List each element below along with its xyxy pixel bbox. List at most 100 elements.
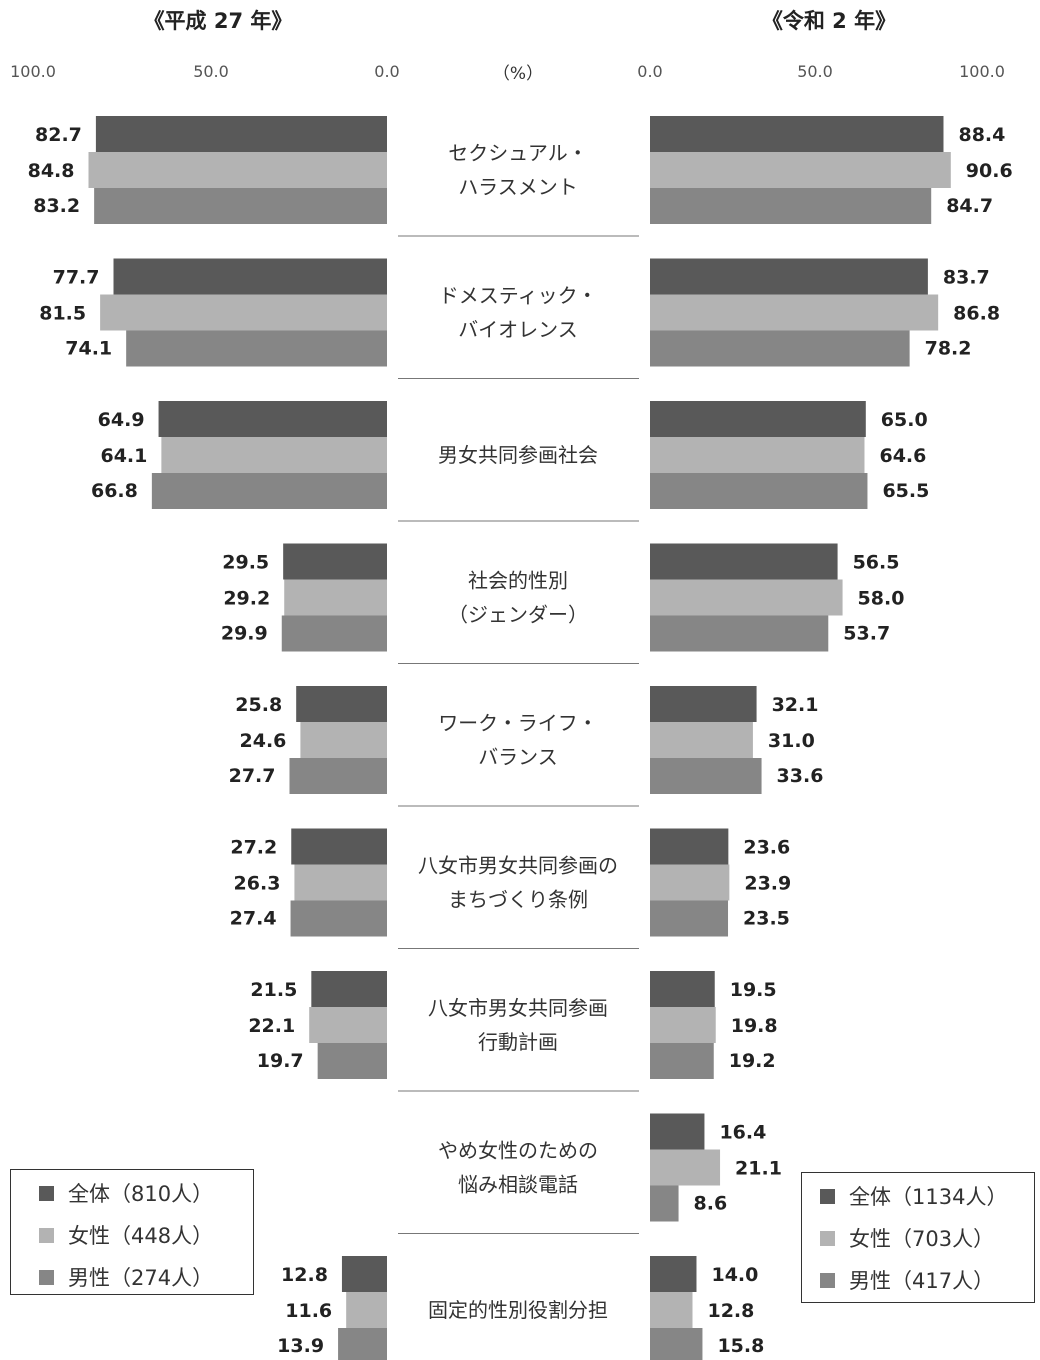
bar-h27-all <box>291 828 387 865</box>
bar-r2-male <box>650 473 868 509</box>
legend-item: 全体（810人） <box>39 1172 253 1214</box>
bar-h27-all <box>283 543 387 580</box>
bar-r2-all <box>650 116 944 152</box>
data-label: 29.5 <box>222 552 269 574</box>
legend-item: 全体（1134人） <box>820 1175 1034 1217</box>
data-label: 88.4 <box>958 124 1005 146</box>
bar-r2-female <box>650 437 865 473</box>
bar-h27-male <box>338 1328 387 1360</box>
data-label: 32.1 <box>772 694 819 716</box>
category-label: 行動計画 <box>478 1030 558 1054</box>
data-label: 29.2 <box>223 588 270 610</box>
data-label: 81.5 <box>39 303 86 325</box>
bar-h27-male <box>126 330 387 367</box>
category-label: 男女共同参画社会 <box>438 443 598 467</box>
legend-label: 女性（448人） <box>68 1224 214 1248</box>
bar-r2-male <box>650 615 829 652</box>
axis-tick-label: 0.0 <box>637 62 662 81</box>
bar-h27-female <box>309 1007 387 1043</box>
axis-tick-label: 0.0 <box>374 62 399 81</box>
bar-h27-female <box>161 437 387 473</box>
bar-r2-female <box>650 579 843 616</box>
data-label: 26.3 <box>234 873 281 895</box>
legend-item: 女性（703人） <box>820 1217 1034 1259</box>
data-label: 82.7 <box>35 124 82 146</box>
data-label: 14.0 <box>711 1264 758 1286</box>
axis-tick-label: 100.0 <box>10 62 56 81</box>
bar-r2-female <box>650 1007 716 1043</box>
legend-swatch <box>820 1272 835 1288</box>
category-label: 社会的性別 <box>468 569 568 593</box>
bar-h27-female <box>346 1292 387 1328</box>
data-label: 86.8 <box>953 303 1000 325</box>
bar-r2-male <box>650 330 910 367</box>
category-label: バランス <box>478 745 558 769</box>
bar-r2-male <box>650 1185 679 1222</box>
data-label: 11.6 <box>285 1300 332 1322</box>
legend-swatch <box>820 1188 835 1204</box>
bar-h27-all <box>341 1256 387 1292</box>
bar-h27-male <box>289 758 387 794</box>
data-label: 27.2 <box>230 837 277 859</box>
category-label: （ジェンダー） <box>448 603 588 627</box>
bar-r2-male <box>650 188 932 224</box>
legend-swatch <box>39 1185 54 1201</box>
data-label: 27.4 <box>230 908 277 930</box>
bar-r2-female <box>650 722 753 758</box>
data-label: 31.0 <box>768 730 815 752</box>
data-label: 23.6 <box>743 837 790 859</box>
bar-r2-female <box>650 152 951 188</box>
data-label: 19.5 <box>730 979 777 1001</box>
category-label: まちづくり条例 <box>448 888 588 912</box>
bar-h27-male <box>94 188 388 224</box>
data-label: 23.9 <box>744 873 791 895</box>
bar-r2-female <box>650 1149 721 1186</box>
bar-r2-all <box>650 971 715 1007</box>
bar-r2-all <box>650 543 838 580</box>
bar-h27-male <box>151 473 387 509</box>
bar-r2-male <box>650 900 729 937</box>
data-label: 19.8 <box>731 1015 778 1037</box>
bar-r2-female <box>650 864 730 901</box>
category-label: 八女市男女共同参画の <box>418 854 618 878</box>
bar-r2-all <box>650 401 866 437</box>
data-label: 77.7 <box>53 267 100 289</box>
data-label: 19.7 <box>257 1050 304 1072</box>
data-label: 90.6 <box>966 160 1013 182</box>
legend-label: 女性（703人） <box>849 1227 995 1251</box>
bar-h27-male <box>317 1043 387 1079</box>
bar-r2-all <box>650 1256 697 1292</box>
data-label: 64.6 <box>879 445 926 467</box>
data-label: 16.4 <box>719 1122 766 1144</box>
bar-r2-all <box>650 828 729 865</box>
category-label: 悩み相談電話 <box>458 1173 578 1197</box>
data-label: 19.2 <box>729 1050 776 1072</box>
category-label: やめ女性のための <box>438 1139 598 1163</box>
bar-r2-male <box>650 1043 714 1079</box>
data-label: 65.5 <box>882 480 929 502</box>
legend-label: 男性（274人） <box>68 1266 214 1290</box>
bar-h27-all <box>95 116 388 152</box>
category-label: ワーク・ライフ・ <box>438 711 598 735</box>
category-label: 固定的性別役割分担 <box>428 1298 608 1322</box>
bar-h27-female <box>284 579 387 616</box>
data-label: 53.7 <box>843 623 890 645</box>
data-label: 64.9 <box>98 409 145 431</box>
data-label: 83.2 <box>33 195 80 217</box>
category-label: バイオレンス <box>458 318 578 342</box>
data-label: 74.1 <box>65 338 112 360</box>
legend-swatch <box>39 1269 54 1285</box>
data-label: 58.0 <box>858 588 905 610</box>
bar-h27-all <box>158 401 387 437</box>
legend-r2: 全体（1134人） 女性（703人） 男性（417人） <box>801 1172 1035 1303</box>
data-label: 27.7 <box>229 765 276 787</box>
unit-label: （%） <box>493 64 543 84</box>
data-label: 65.0 <box>881 409 928 431</box>
data-label: 33.6 <box>777 765 824 787</box>
data-label: 23.5 <box>743 908 790 930</box>
data-label: 56.5 <box>853 552 900 574</box>
data-label: 21.5 <box>250 979 297 1001</box>
bar-r2-female <box>650 294 939 331</box>
